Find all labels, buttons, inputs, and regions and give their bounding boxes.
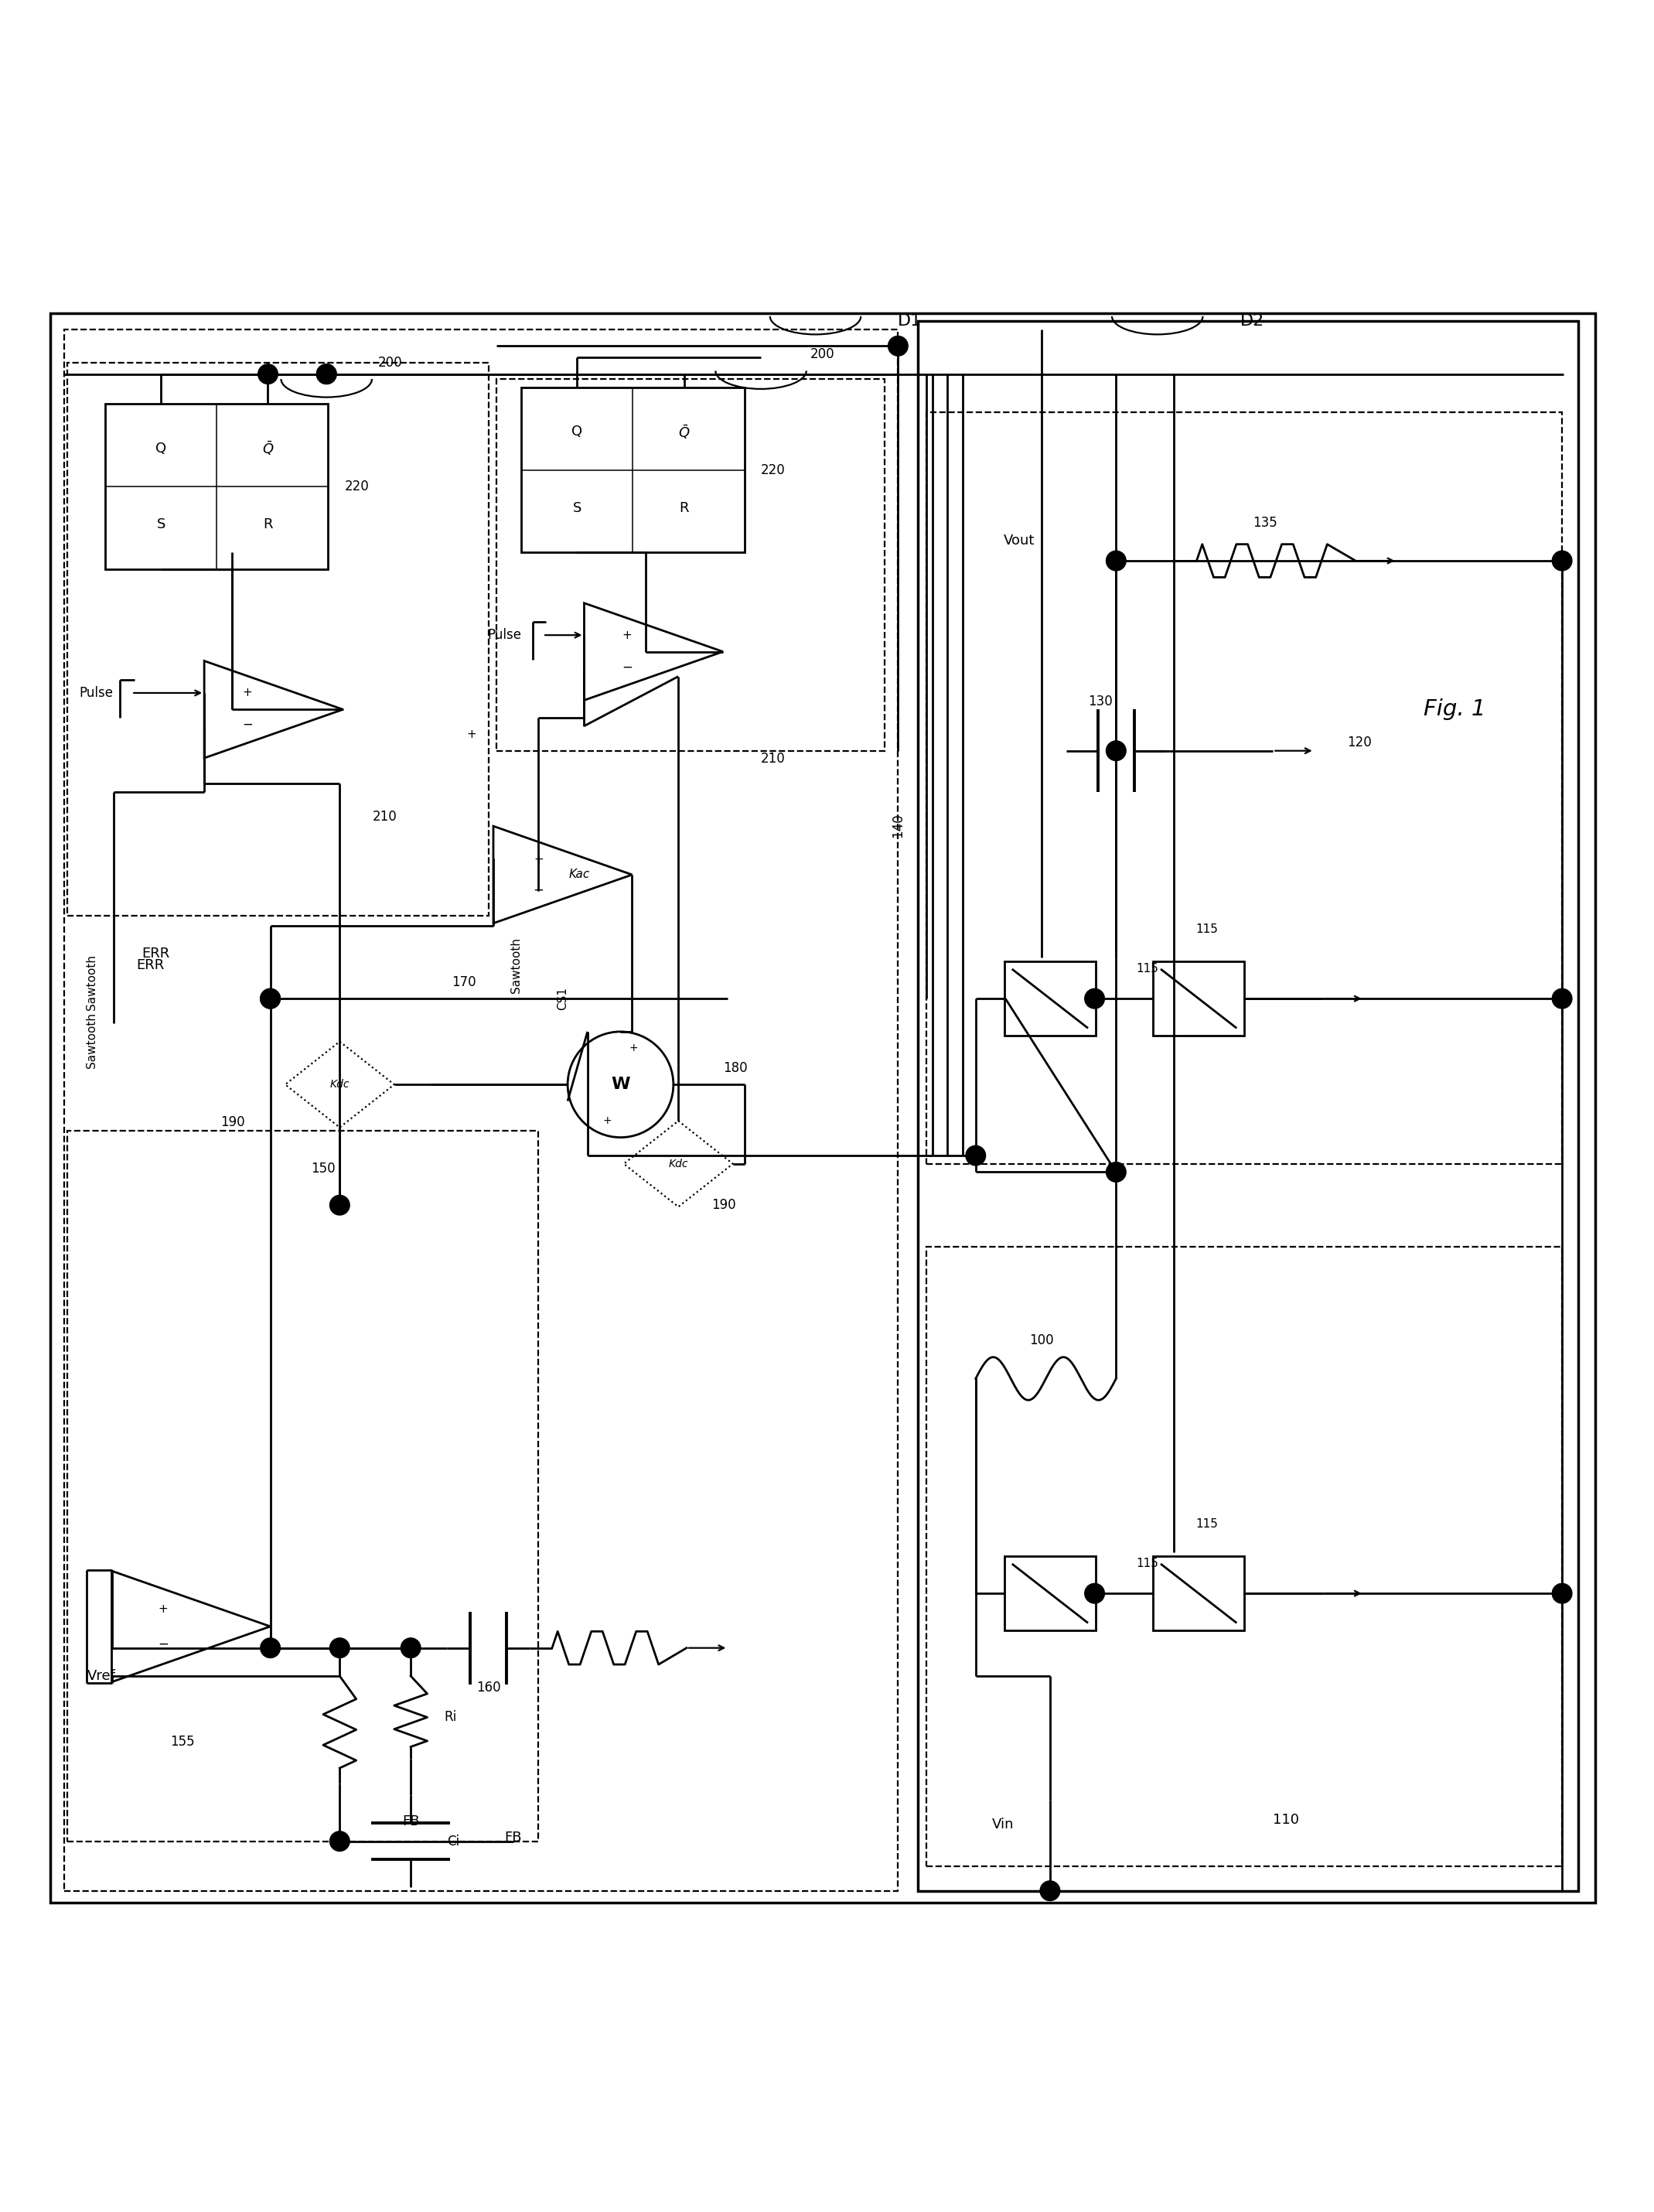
Text: Q: Q xyxy=(155,442,167,456)
Text: R: R xyxy=(680,500,690,515)
Circle shape xyxy=(1551,1584,1571,1604)
Text: 170: 170 xyxy=(452,975,476,989)
Text: 210: 210 xyxy=(372,810,397,823)
Circle shape xyxy=(1085,989,1105,1009)
Text: 200: 200 xyxy=(377,356,402,369)
Text: ERR: ERR xyxy=(137,958,164,973)
Text: Kdc: Kdc xyxy=(668,1159,688,1170)
Text: −: − xyxy=(533,883,544,896)
Bar xyxy=(521,387,744,553)
Text: S: S xyxy=(157,518,165,531)
Text: Kdc: Kdc xyxy=(329,1079,349,1091)
Text: +: + xyxy=(622,628,632,641)
Bar xyxy=(68,363,488,916)
Text: S: S xyxy=(572,500,582,515)
Text: $\bar{Q}$: $\bar{Q}$ xyxy=(678,422,690,440)
Text: W: W xyxy=(610,1077,630,1093)
Bar xyxy=(1153,1557,1244,1630)
Circle shape xyxy=(1040,1880,1060,1900)
Text: 220: 220 xyxy=(761,462,786,478)
Text: 150: 150 xyxy=(311,1161,336,1177)
Bar xyxy=(926,411,1561,1164)
Circle shape xyxy=(329,1832,349,1851)
Text: 160: 160 xyxy=(476,1681,501,1694)
Text: 115: 115 xyxy=(1196,922,1217,936)
Text: Pulse: Pulse xyxy=(79,686,114,699)
Text: 110: 110 xyxy=(1274,1814,1300,1827)
Circle shape xyxy=(260,989,280,1009)
Bar xyxy=(496,378,885,750)
Text: $\bar{Q}$: $\bar{Q}$ xyxy=(261,440,275,458)
Circle shape xyxy=(1551,551,1571,571)
Text: Sawtooth: Sawtooth xyxy=(86,953,98,1011)
Text: FB: FB xyxy=(504,1832,523,1845)
Text: Kac: Kac xyxy=(569,869,590,880)
Text: 190: 190 xyxy=(711,1199,736,1212)
Text: +: + xyxy=(243,688,251,699)
Text: Sawtooth: Sawtooth xyxy=(511,938,523,993)
Text: 120: 120 xyxy=(1348,737,1371,750)
Circle shape xyxy=(1085,1584,1105,1604)
Text: 100: 100 xyxy=(1029,1334,1054,1347)
Bar xyxy=(65,330,898,1891)
Bar xyxy=(1004,1557,1095,1630)
Text: Ci: Ci xyxy=(447,1834,460,1849)
Text: +: + xyxy=(602,1115,612,1126)
Text: 190: 190 xyxy=(220,1115,245,1130)
Circle shape xyxy=(329,1194,349,1214)
Text: Pulse: Pulse xyxy=(488,628,521,641)
Text: 200: 200 xyxy=(810,347,835,361)
Text: R: R xyxy=(263,518,273,531)
Text: 180: 180 xyxy=(723,1062,748,1075)
Circle shape xyxy=(260,1639,280,1657)
Circle shape xyxy=(1107,551,1126,571)
Text: 140: 140 xyxy=(892,812,905,838)
Bar xyxy=(106,405,327,568)
Text: 115: 115 xyxy=(1136,962,1158,975)
Circle shape xyxy=(316,365,336,385)
Text: FB: FB xyxy=(402,1814,420,1829)
Text: 130: 130 xyxy=(1088,695,1113,708)
Circle shape xyxy=(888,336,908,356)
Circle shape xyxy=(260,989,280,1009)
Circle shape xyxy=(1107,741,1126,761)
Circle shape xyxy=(258,365,278,385)
Text: +: + xyxy=(534,854,544,865)
Text: −: − xyxy=(157,1637,169,1650)
Bar xyxy=(1153,962,1244,1035)
Circle shape xyxy=(1551,989,1571,1009)
Text: ERR: ERR xyxy=(142,947,169,960)
Circle shape xyxy=(966,1146,986,1166)
Text: CS1: CS1 xyxy=(557,987,569,1011)
Circle shape xyxy=(329,1639,349,1657)
Circle shape xyxy=(316,365,336,385)
Text: −: − xyxy=(622,659,632,675)
Circle shape xyxy=(1107,1161,1126,1181)
Text: 220: 220 xyxy=(344,480,369,493)
Text: 135: 135 xyxy=(1252,515,1277,529)
Circle shape xyxy=(400,1639,420,1657)
Text: Vin: Vin xyxy=(992,1818,1014,1832)
Text: −: − xyxy=(241,717,253,732)
Text: 115: 115 xyxy=(1136,1557,1158,1571)
Text: Fig. 1: Fig. 1 xyxy=(1424,699,1485,721)
Text: +: + xyxy=(466,728,476,741)
Text: Q: Q xyxy=(572,425,582,438)
Text: +: + xyxy=(629,1042,638,1053)
Bar xyxy=(68,1130,538,1840)
Text: 115: 115 xyxy=(1196,1517,1217,1531)
Text: 210: 210 xyxy=(761,752,786,765)
Text: Vout: Vout xyxy=(1004,533,1035,549)
Text: D2: D2 xyxy=(1240,314,1264,330)
Text: Vref: Vref xyxy=(88,1670,116,1683)
Bar xyxy=(926,1245,1561,1867)
Text: Ri: Ri xyxy=(443,1710,457,1725)
Text: D1: D1 xyxy=(898,314,923,330)
Text: Sawtooth: Sawtooth xyxy=(86,1013,98,1068)
Bar xyxy=(918,321,1578,1891)
Text: 155: 155 xyxy=(170,1734,195,1750)
Bar xyxy=(1004,962,1095,1035)
Text: +: + xyxy=(159,1604,169,1615)
